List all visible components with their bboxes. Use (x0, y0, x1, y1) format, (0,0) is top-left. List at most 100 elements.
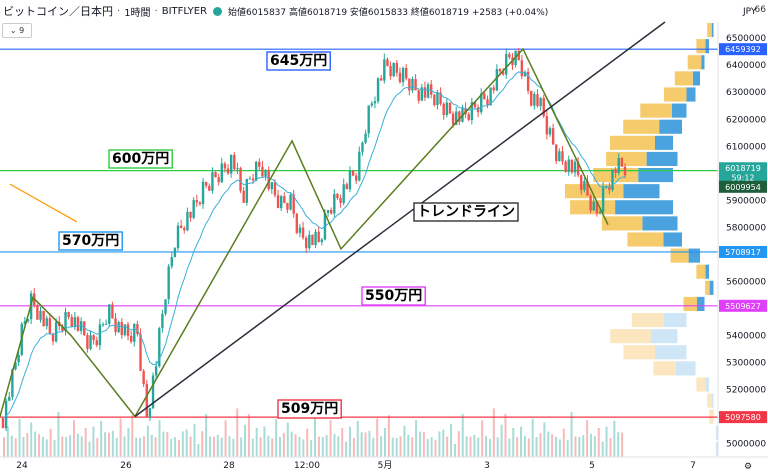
candle-body (586, 181, 589, 196)
candle-body (555, 144, 558, 162)
settings-icon: ⚙ (744, 462, 752, 472)
annotation-labels[interactable]: 645万円 600万円 570万円 550万円 509万円 トレンドライン 6459392 6… (58, 43, 767, 424)
candle-body (320, 239, 324, 243)
candle-body (439, 92, 442, 104)
candle-body (448, 102, 452, 114)
interval-label[interactable]: 1時間 (124, 7, 151, 19)
candle-body (539, 97, 542, 107)
volume-bar (364, 432, 367, 457)
price-axis-badge-text: 6459392 (725, 45, 761, 54)
time-axis[interactable]: 24 26 28 12:00 5月 3 5 7 ⚙ (0, 456, 768, 472)
price-tick-label: 6200000 (726, 115, 766, 125)
volume-bar (123, 436, 126, 457)
volume-bar (512, 428, 515, 457)
volume-bar (57, 412, 60, 457)
drawings[interactable] (0, 21, 666, 418)
candle-body (201, 181, 205, 204)
candle-body (148, 408, 152, 418)
candle-body (611, 169, 614, 190)
volume-bar (387, 415, 390, 457)
candle-body (576, 161, 580, 176)
candle-body (364, 133, 367, 143)
candle-body (261, 166, 264, 177)
candle-body (526, 71, 530, 91)
volume-bar (115, 437, 118, 457)
candle-body (98, 324, 102, 346)
volume-bar (438, 431, 441, 457)
price-axis-badge-text: 5509627 (725, 302, 761, 311)
price-tick-label: 6100000 (726, 142, 766, 152)
volume-bar (434, 439, 437, 457)
volume-bar (26, 433, 29, 457)
candle-body (229, 154, 233, 174)
volume-bar (100, 420, 103, 457)
volume-profile-bar-up (610, 135, 655, 150)
volume-profile-bar-up (664, 87, 687, 102)
candle-body (108, 304, 111, 324)
volume-bar (92, 426, 95, 457)
exchange-label[interactable]: BITFLYER (161, 5, 208, 17)
candle-body (226, 168, 230, 174)
volume-bar (469, 436, 472, 457)
price-axis[interactable]: 5000000510000052000005300000540000055000… (717, 7, 768, 457)
volume-bar (251, 438, 254, 457)
candle-body (473, 102, 477, 108)
volume-bar (181, 431, 184, 457)
volume-bar (314, 412, 316, 457)
candle-body (236, 168, 239, 170)
candle-body (480, 93, 483, 113)
chart-header: ビットコイン／日本円 · 1時間 · BITFLYER 始値6015837 高値… (0, 0, 768, 22)
candle-body (408, 78, 411, 91)
candle-body (620, 158, 624, 167)
candle-body (254, 161, 258, 181)
volume-bar (333, 433, 336, 457)
volume-bar (18, 419, 21, 457)
candle-body (451, 113, 455, 125)
volume-bar (450, 423, 453, 457)
candle-body (573, 161, 577, 173)
volume-bar (298, 436, 301, 457)
candle-body (189, 211, 192, 218)
symbol-name[interactable]: ビットコイン／日本円 (3, 5, 113, 18)
volume-bar (453, 444, 456, 457)
volume-profile-bar-down (705, 39, 709, 54)
volume-bar (574, 436, 577, 457)
price-tick-label: 5200000 (726, 385, 766, 395)
label-645-box (266, 51, 331, 71)
volume-bar (45, 439, 48, 457)
volume-profile-bar-down (671, 103, 687, 118)
volume-bar (617, 432, 620, 457)
currency-icon[interactable]: 66 (754, 5, 766, 15)
candle-body (376, 78, 380, 102)
candle-body (267, 170, 270, 190)
candlesticks (1, 47, 627, 432)
volume-bar (457, 431, 460, 457)
candle-body (561, 151, 564, 162)
volume-profile-bar-down (705, 377, 709, 392)
trendline (134, 21, 666, 418)
candle-body (273, 182, 277, 196)
candle-body (86, 335, 89, 349)
separator-1: · (117, 5, 121, 17)
candle-body (179, 225, 183, 228)
candle-body (458, 111, 461, 122)
candle-body (164, 299, 167, 314)
label-trendline: トレンドライン (417, 204, 515, 220)
candle-body (495, 69, 499, 91)
volume-bar (61, 436, 64, 457)
price-axis-badge (719, 245, 767, 258)
candle-body (242, 190, 245, 203)
volume-profile-bar-down (701, 55, 705, 70)
candle-body (83, 321, 86, 336)
time-tick-label: 5 (589, 461, 595, 471)
indicator-collapse-button[interactable]: ⌄ 9 (2, 23, 32, 38)
price-tick-label: 5300000 (726, 358, 766, 368)
volume-bar (321, 437, 324, 457)
volume-bar (139, 438, 142, 457)
volume-profile-bar-up (631, 313, 664, 328)
price-axis-badge (719, 411, 767, 424)
volume-bar (170, 439, 173, 457)
volume-profile-bar-down (688, 248, 700, 263)
candle-body (505, 54, 508, 75)
